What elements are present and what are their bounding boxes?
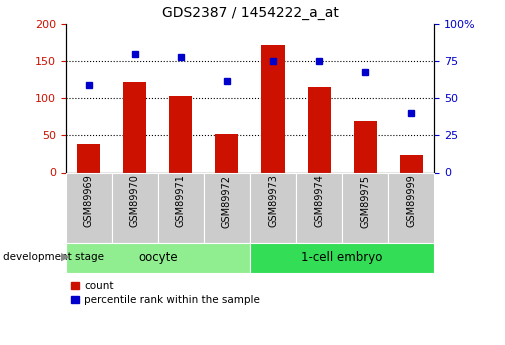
Text: GSM89969: GSM89969: [84, 175, 94, 227]
FancyBboxPatch shape: [66, 243, 250, 273]
FancyBboxPatch shape: [158, 172, 204, 243]
Text: oocyte: oocyte: [138, 252, 178, 264]
Bar: [400, 156, 423, 172]
Text: development stage: development stage: [3, 252, 104, 262]
Text: GSM89971: GSM89971: [176, 175, 186, 227]
FancyBboxPatch shape: [204, 172, 250, 243]
Text: GSM89970: GSM89970: [130, 175, 140, 227]
FancyBboxPatch shape: [250, 243, 434, 273]
Text: 1-cell embryo: 1-cell embryo: [301, 252, 383, 264]
FancyBboxPatch shape: [112, 172, 158, 243]
Text: GSM89975: GSM89975: [360, 175, 370, 228]
Text: GSM89973: GSM89973: [268, 175, 278, 227]
Bar: [77, 144, 100, 172]
Legend: count, percentile rank within the sample: count, percentile rank within the sample: [71, 281, 260, 305]
Bar: [262, 45, 284, 172]
FancyBboxPatch shape: [296, 172, 342, 243]
Text: GSM89972: GSM89972: [222, 175, 232, 228]
Text: GSM89999: GSM89999: [406, 175, 416, 227]
Title: GDS2387 / 1454222_a_at: GDS2387 / 1454222_a_at: [162, 6, 338, 20]
Bar: [216, 134, 238, 172]
Bar: [354, 121, 377, 172]
Bar: [308, 87, 331, 172]
FancyBboxPatch shape: [388, 172, 434, 243]
FancyBboxPatch shape: [250, 172, 296, 243]
FancyBboxPatch shape: [342, 172, 388, 243]
Bar: [123, 82, 146, 172]
Text: GSM89974: GSM89974: [314, 175, 324, 227]
Text: ▶: ▶: [61, 252, 70, 262]
Bar: [169, 96, 192, 172]
FancyBboxPatch shape: [66, 172, 112, 243]
